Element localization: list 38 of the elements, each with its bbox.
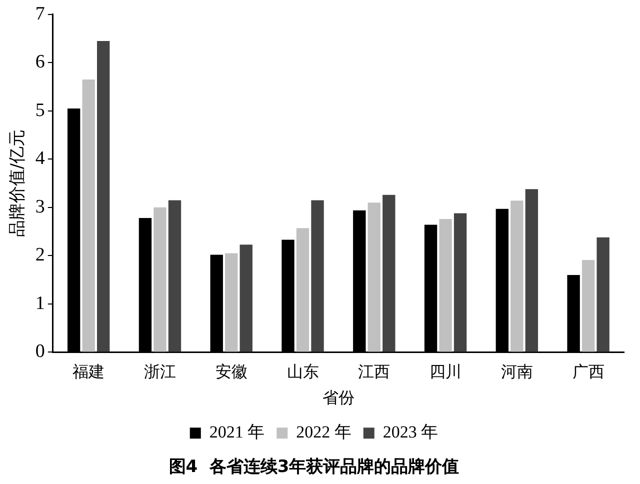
bar [582, 260, 595, 352]
bar [82, 80, 95, 352]
x-tick-label: 江西 [358, 362, 390, 381]
y-tick-label: 6 [35, 52, 45, 73]
bar [510, 200, 524, 352]
x-tick-label: 广西 [572, 362, 604, 381]
x-tick-label: 四川 [430, 362, 462, 381]
legend-label: 2022 年 [296, 422, 352, 442]
y-tick-label: 0 [35, 341, 45, 362]
bar [154, 207, 166, 352]
legend-label: 2023 年 [382, 422, 438, 442]
bar [525, 189, 538, 352]
x-tick-label: 山东 [286, 362, 319, 381]
bar [97, 40, 110, 352]
x-axis-title: 省份 [322, 388, 354, 408]
bar [439, 219, 452, 352]
bar [382, 194, 396, 352]
y-tick-label: 2 [35, 244, 45, 266]
bar [225, 253, 238, 352]
x-tick-label: 河南 [500, 362, 533, 381]
x-tick-label: 福建 [72, 362, 105, 381]
bar [454, 213, 467, 352]
bar [296, 228, 310, 352]
bar [240, 244, 252, 352]
x-tick-label: 安徽 [215, 362, 248, 381]
y-tick-label: 1 [35, 292, 45, 314]
bar [596, 237, 610, 352]
bar [168, 200, 182, 352]
text: 图4 各省连续3年获评品牌的品牌价值 [168, 457, 460, 478]
y-axis-title: 品牌价值/亿元 [8, 129, 28, 238]
legend-label: 2021 年 [209, 422, 265, 442]
y-tick-label: 4 [35, 148, 46, 170]
y-tick-label: 5 [35, 100, 45, 121]
bar [368, 202, 380, 352]
y-tick-label: 3 [35, 196, 45, 218]
y-tick-label: 7 [35, 3, 45, 24]
x-tick-label: 浙江 [144, 362, 176, 381]
bar [311, 200, 324, 352]
